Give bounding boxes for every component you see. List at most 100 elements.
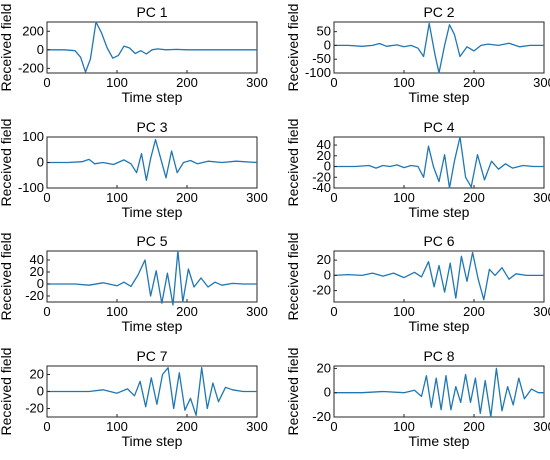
- series-line: [334, 367, 544, 418]
- x-tick-label: 300: [533, 304, 550, 319]
- y-tick-label: -20: [25, 288, 44, 303]
- x-tick-label: 300: [533, 419, 550, 434]
- subplot-title: PC 7: [136, 348, 167, 364]
- y-tick-label: 50: [317, 24, 331, 39]
- x-tick-label: 200: [176, 75, 198, 90]
- x-tick-label: 300: [246, 190, 268, 205]
- series-line: [334, 136, 544, 189]
- y-tick-label: 20: [317, 252, 331, 267]
- y-tick-label: 40: [30, 252, 44, 267]
- x-tick-label: 300: [246, 304, 268, 319]
- y-tick-label: 20: [317, 148, 331, 163]
- x-tick-label: 200: [463, 419, 485, 434]
- x-tick-label: 300: [533, 75, 550, 90]
- x-axis-label: Time step: [409, 318, 470, 334]
- x-axis-label: Time step: [409, 204, 470, 220]
- x-axis-label: Time step: [122, 204, 183, 220]
- y-tick-label: -200: [18, 60, 44, 75]
- y-axis-label: Received field: [0, 233, 14, 321]
- x-tick-label: 100: [393, 75, 415, 90]
- y-axis-label: Received field: [0, 119, 14, 207]
- series-line: [47, 367, 257, 416]
- y-tick-label: -20: [312, 169, 331, 184]
- x-tick-label: 100: [393, 190, 415, 205]
- x-axis-label: Time step: [122, 318, 183, 334]
- x-tick-label: 100: [106, 419, 128, 434]
- plot-area: [333, 365, 545, 418]
- series-line: [334, 22, 544, 74]
- y-tick-label: 200: [22, 23, 44, 38]
- y-tick-label: -100: [18, 180, 44, 195]
- subplot-title: PC 5: [136, 233, 167, 249]
- y-tick-label: 0: [37, 42, 44, 57]
- x-tick-label: 0: [330, 304, 337, 319]
- y-axis-label: Received field: [0, 348, 14, 436]
- series-line: [47, 250, 257, 306]
- subplot-title: PC 3: [136, 119, 167, 135]
- y-tick-label: -20: [312, 409, 331, 424]
- x-tick-label: 100: [106, 190, 128, 205]
- subplot-title: PC 4: [423, 119, 454, 135]
- x-tick-label: 100: [393, 304, 415, 319]
- y-tick-label: 100: [22, 129, 44, 144]
- y-tick-label: 0: [324, 37, 331, 52]
- series-line: [47, 138, 258, 181]
- x-tick-label: 0: [43, 304, 50, 319]
- x-tick-label: 0: [43, 419, 50, 434]
- x-axis-label: Time step: [409, 89, 470, 105]
- x-tick-label: 200: [176, 304, 198, 319]
- x-tick-label: 200: [463, 304, 485, 319]
- y-tick-label: -100: [305, 65, 331, 80]
- x-axis-label: Time step: [122, 89, 183, 105]
- series-line: [47, 21, 257, 73]
- x-tick-label: 0: [330, 419, 337, 434]
- subplot-title: PC 1: [136, 4, 167, 20]
- x-tick-label: 300: [246, 419, 268, 434]
- plot-area: [46, 21, 258, 74]
- x-axis-label: Time step: [122, 433, 183, 449]
- x-tick-label: 0: [330, 190, 337, 205]
- plot-area: [46, 250, 258, 303]
- x-tick-label: 200: [463, 75, 485, 90]
- y-tick-label: 0: [324, 385, 331, 400]
- y-tick-label: -20: [312, 283, 331, 298]
- plot-area: [333, 250, 545, 303]
- y-tick-label: -50: [312, 51, 331, 66]
- x-tick-label: 100: [393, 419, 415, 434]
- y-tick-label: 0: [37, 384, 44, 399]
- y-tick-label: 40: [317, 137, 331, 152]
- y-tick-label: 20: [317, 360, 331, 375]
- y-tick-label: 0: [37, 276, 44, 291]
- y-axis-label: Received field: [285, 119, 301, 207]
- x-tick-label: 0: [43, 75, 50, 90]
- x-tick-label: 300: [246, 75, 268, 90]
- y-axis-label: Received field: [0, 4, 14, 92]
- y-tick-label: 0: [324, 159, 331, 174]
- subplot-title: PC 6: [423, 233, 454, 249]
- y-tick-label: -40: [312, 180, 331, 195]
- x-tick-label: 0: [330, 75, 337, 90]
- y-tick-label: 0: [324, 267, 331, 282]
- x-tick-label: 200: [176, 419, 198, 434]
- x-axis-label: Time step: [409, 433, 470, 449]
- subplot-title: PC 2: [423, 4, 454, 20]
- subplot-title: PC 8: [423, 348, 454, 364]
- y-axis-label: Received field: [285, 348, 301, 436]
- plot-area: [333, 21, 545, 74]
- x-tick-label: 200: [463, 190, 485, 205]
- series-line: [333, 251, 544, 301]
- x-tick-label: 0: [43, 190, 50, 205]
- y-tick-label: 0: [37, 155, 44, 170]
- y-axis-label: Received field: [285, 4, 301, 92]
- y-axis-label: Received field: [285, 233, 301, 321]
- subplot-7: 0 100 200 300 -20 0 20 PC 7 Time step Received fi…: [0, 348, 268, 449]
- x-tick-label: 100: [106, 75, 128, 90]
